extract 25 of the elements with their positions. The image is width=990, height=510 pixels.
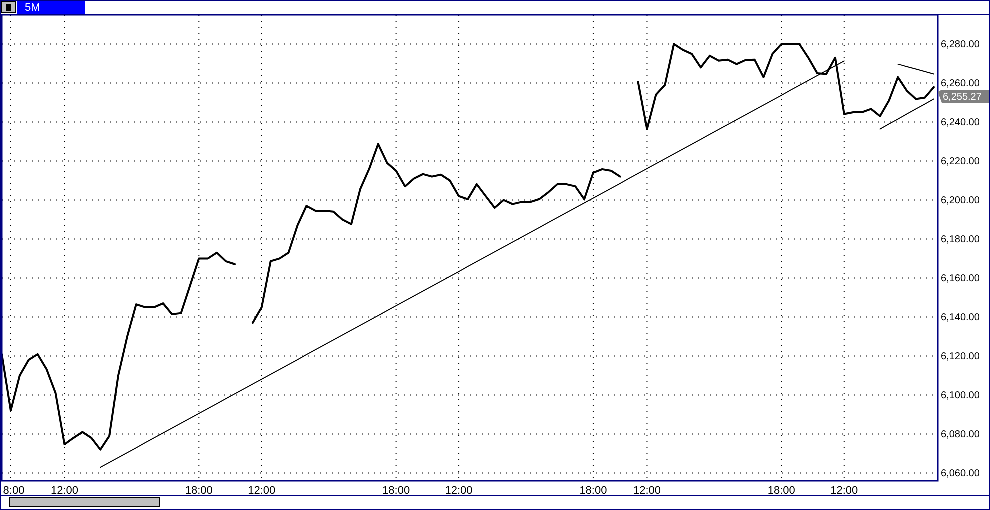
y-tick-label: 6,240.00 xyxy=(941,118,980,129)
x-tick-label: 18:00 xyxy=(382,485,410,497)
y-tick-label: 6,280.00 xyxy=(941,40,980,51)
y-tick-label: 6,180.00 xyxy=(941,234,980,246)
x-tick-label: 8:00 xyxy=(3,485,25,497)
y-tick-label: 6,140.00 xyxy=(941,312,980,324)
y-tick-label: 6,200.00 xyxy=(941,196,980,207)
x-tick-label: 12:00 xyxy=(445,485,473,497)
x-tick-label: 12:00 xyxy=(248,485,276,497)
x-tick-label: 12:00 xyxy=(830,485,858,497)
x-tick-label: 12:00 xyxy=(633,485,661,497)
x-tick-label: 18:00 xyxy=(185,485,213,497)
y-tick-label: 6,260.00 xyxy=(941,78,980,90)
chart-title: 5M xyxy=(25,2,40,14)
y-tick-label: 6,220.00 xyxy=(941,156,980,168)
y-tick-label: 6,060.00 xyxy=(941,468,980,480)
text: 6,255.27 xyxy=(943,92,982,103)
y-tick-label: 6,080.00 xyxy=(941,430,980,441)
x-tick-label: 12:00 xyxy=(50,485,78,497)
y-tick-label: 6,120.00 xyxy=(941,352,980,363)
y-tick-label: 6,160.00 xyxy=(941,274,980,285)
x-tick-label: 18:00 xyxy=(768,485,796,497)
y-tick-label: 6,100.00 xyxy=(941,390,980,402)
x-tick-label: 18:00 xyxy=(580,485,608,497)
line-series xyxy=(898,64,934,75)
